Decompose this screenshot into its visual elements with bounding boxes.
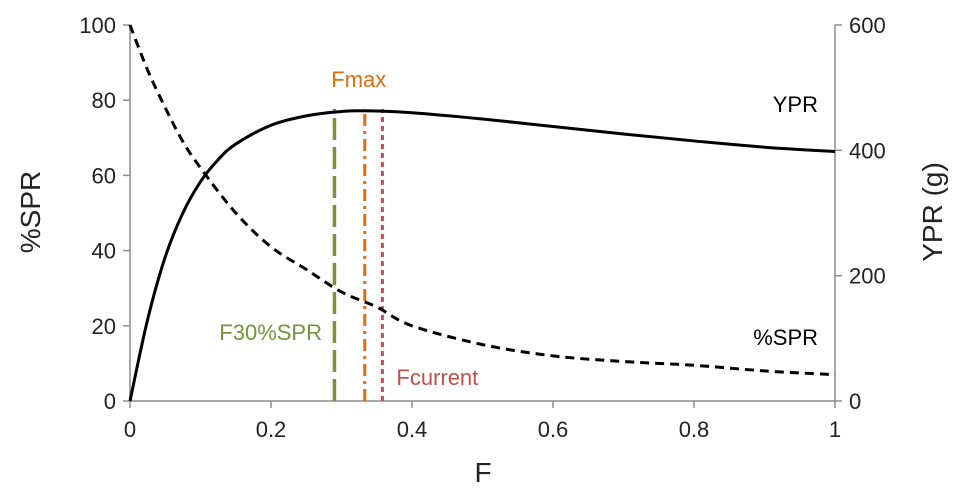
x-tick-label: 0.4 <box>397 417 428 442</box>
right-tick-label: 600 <box>849 13 886 38</box>
series-line-spr <box>128 24 836 377</box>
x-axis-title: F <box>474 457 491 488</box>
series-label-spr: %SPR <box>753 325 818 350</box>
reference-label-fcurrent: Fcurrent <box>396 365 478 390</box>
left-tick-label: 0 <box>104 389 116 414</box>
x-tick-label: 0.6 <box>538 417 569 442</box>
x-tick-label: 0.2 <box>256 417 287 442</box>
x-tick-label: 0 <box>124 417 136 442</box>
right-tick-label: 400 <box>849 138 886 163</box>
right-tick-label: 200 <box>849 264 886 289</box>
series-lines <box>128 24 836 402</box>
x-tick-label: 0.8 <box>679 417 710 442</box>
left-tick-label: 80 <box>92 88 116 113</box>
right-tick-label: 0 <box>849 389 861 414</box>
left-tick-label: 20 <box>92 314 116 339</box>
left-tick-label: 100 <box>79 13 116 38</box>
left-axis-title: %SPR <box>15 171 46 253</box>
reference-label-f30spr: F30%SPR <box>219 320 322 345</box>
right-axis-title: YPR (g) <box>917 162 948 262</box>
reference-label-fmax: Fmax <box>331 67 386 92</box>
left-tick-label: 60 <box>92 163 116 188</box>
left-tick-label: 40 <box>92 239 116 264</box>
series-label-ypr: YPR <box>773 92 818 117</box>
chart-labels: YPR %SPR F30%SPR Fmax Fcurrent <box>219 67 818 390</box>
x-tick-label: 1 <box>829 417 841 442</box>
reference-lines <box>332 108 384 401</box>
series-line-ypr <box>128 109 836 402</box>
